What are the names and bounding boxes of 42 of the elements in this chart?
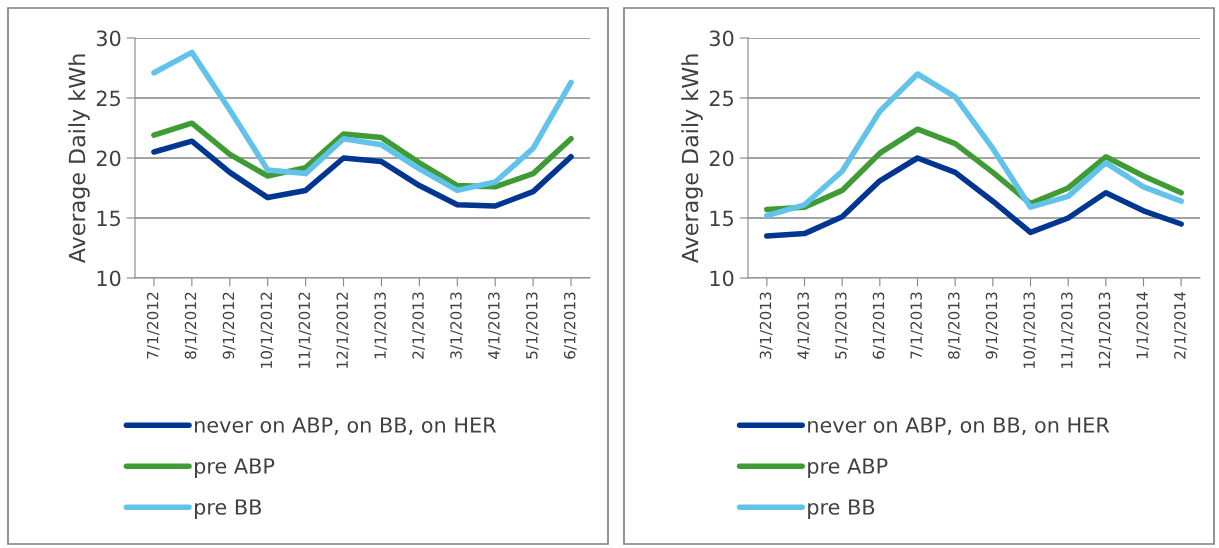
- x-tick-label: 2/1/2014: [1174, 292, 1187, 359]
- y-axis-title: Average Daily kWh: [681, 54, 703, 264]
- x-tick-label: 3/1/2013: [450, 292, 463, 359]
- y-tick-label: 30: [709, 30, 734, 47]
- y-tick-label: 20: [709, 150, 734, 167]
- x-tick-label: 9/1/2012: [222, 292, 236, 359]
- x-tick-label: 8/1/2013: [948, 292, 961, 359]
- x-tick-label: 1/1/2013: [374, 292, 388, 359]
- x-tick-label: 12/1/2012: [336, 292, 350, 368]
- y-tick-label: 15: [97, 210, 120, 227]
- y-axis-title: Average Daily kWh: [68, 54, 90, 264]
- y-tick-label: 10: [710, 270, 734, 287]
- y-tick-label: 10: [97, 270, 121, 287]
- y-tick-label: 25: [709, 90, 733, 107]
- x-tick-label: 11/1/2013: [1061, 292, 1074, 368]
- x-tick-label: 5/1/2013: [835, 292, 848, 359]
- x-tick-label: 2/1/2013: [412, 292, 426, 359]
- x-tick-label: 5/1/2013: [526, 292, 539, 359]
- x-tick-label: 10/1/2013: [1023, 292, 1037, 368]
- x-tick-label: 10/1/2012: [260, 292, 274, 368]
- x-tick-label: 9/1/2013: [985, 292, 999, 359]
- legend-label: never on ABP, on BB, on HER: [808, 417, 1110, 435]
- x-tick-label: 6/1/2013: [563, 292, 577, 359]
- y-tick-label: 20: [96, 150, 121, 167]
- legend-label: pre ABP: [195, 458, 275, 478]
- legend-label: pre BB: [195, 499, 261, 519]
- x-tick-label: 7/1/2013: [910, 292, 924, 359]
- x-tick-label: 4/1/2013: [488, 292, 501, 360]
- y-tick-label: 30: [96, 30, 121, 47]
- x-tick-label: 6/1/2013: [872, 292, 886, 359]
- x-tick-label: 11/1/2012: [298, 292, 312, 368]
- legend-label: never on ABP, on BB, on HER: [195, 417, 497, 435]
- y-tick-label: 15: [710, 210, 733, 227]
- y-tick-label: 25: [96, 90, 120, 107]
- x-tick-label: 7/1/2012: [146, 292, 160, 359]
- x-tick-label: 1/1/2014: [1136, 292, 1150, 359]
- legend-label: pre BB: [808, 499, 875, 519]
- x-tick-label: 3/1/2013: [759, 292, 773, 359]
- x-tick-label: 12/1/2013: [1098, 292, 1112, 368]
- x-tick-label: 8/1/2012: [184, 292, 198, 359]
- x-tick-label: 4/1/2013: [797, 292, 811, 360]
- legend-label: pre ABP: [808, 458, 888, 478]
